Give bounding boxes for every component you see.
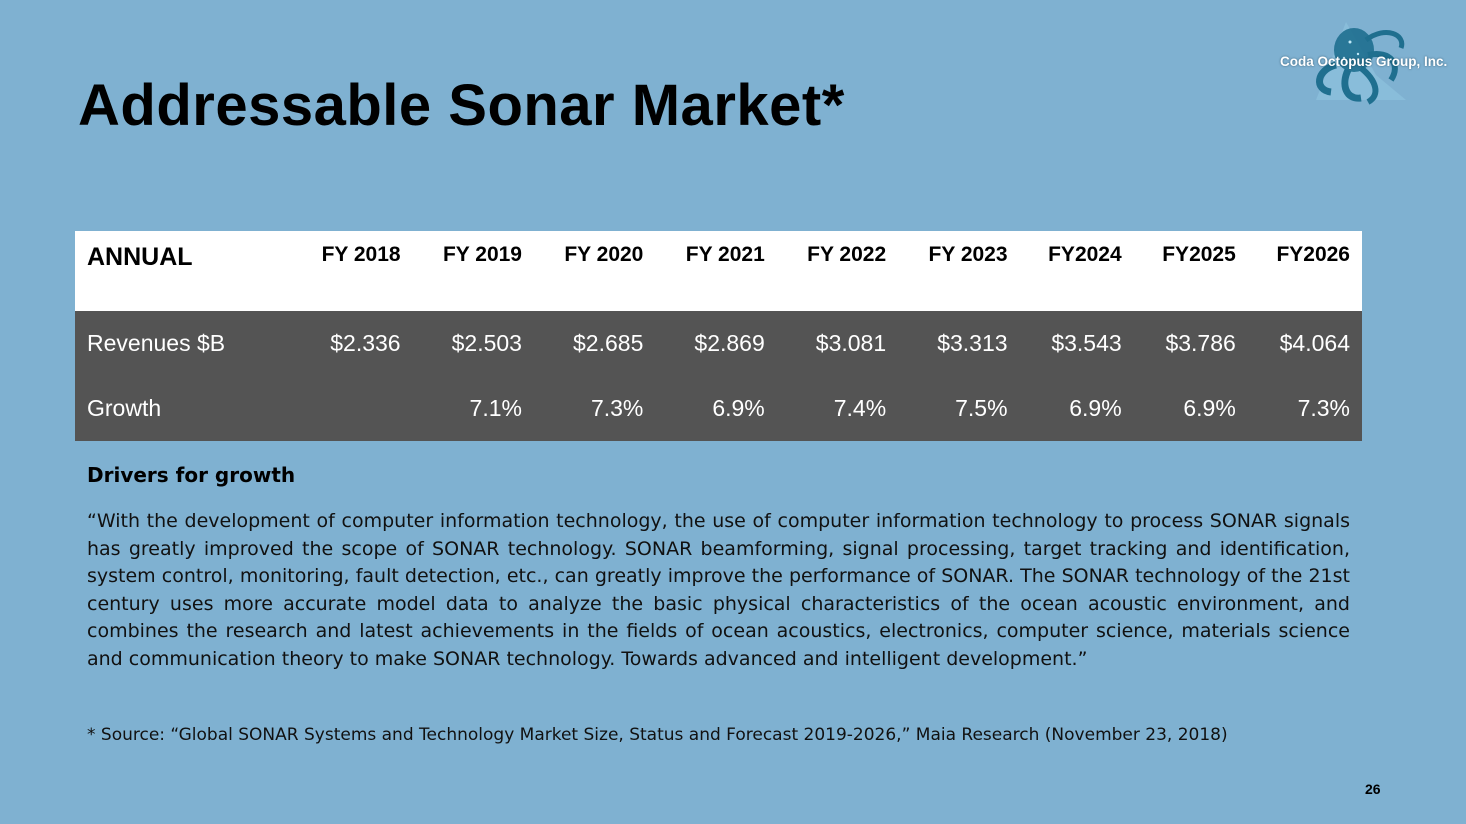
- table-row-revenues: Revenues $B $2.336 $2.503 $2.685 $2.869 …: [75, 311, 1362, 376]
- company-name: Coda Octopus Group, Inc.: [1280, 54, 1448, 69]
- market-table: ANNUAL FY 2018 FY 2019 FY 2020 FY 2021 F…: [75, 231, 1362, 441]
- table-cell: $3.081: [815, 330, 887, 356]
- company-logo: Coda Octopus Group, Inc.: [1276, 20, 1456, 105]
- column-header: FY2026: [1276, 243, 1350, 266]
- column-header: FY 2018: [321, 243, 401, 266]
- column-header: FY 2021: [685, 243, 765, 266]
- table-cell: 7.4%: [833, 395, 887, 421]
- row-label: Revenues $B: [87, 330, 226, 356]
- drivers-quote: “With the development of computer inform…: [87, 510, 1350, 670]
- table-cell: 6.9%: [712, 395, 765, 421]
- table-cell: $3.313: [937, 330, 1008, 356]
- table-cell: $3.786: [1165, 330, 1236, 356]
- table-cell: $2.336: [330, 330, 401, 356]
- table-cell: 7.3%: [590, 395, 644, 421]
- table-cell: $2.503: [451, 330, 522, 356]
- table-cell: $2.869: [694, 330, 765, 356]
- octopus-icon: [1316, 22, 1406, 105]
- column-header: FY 2022: [807, 243, 887, 266]
- drivers-heading: Drivers for growth: [87, 463, 296, 487]
- table-cell: $3.543: [1051, 330, 1122, 356]
- row-header: ANNUAL: [87, 243, 193, 271]
- table-cell: 7.3%: [1297, 395, 1350, 421]
- column-header: FY2025: [1162, 243, 1236, 266]
- table-cell: 7.5%: [955, 395, 1008, 421]
- column-header: FY 2023: [928, 243, 1008, 266]
- column-header: FY2024: [1048, 243, 1122, 266]
- table-cell: 6.9%: [1183, 395, 1236, 421]
- table-row-growth: Growth 7.1% 7.3% 6.9% 7.4% 7.5% 6.9% 6.9…: [75, 376, 1362, 441]
- table-cell: 7.1%: [469, 395, 522, 421]
- slide-title: Addressable Sonar Market*: [78, 73, 845, 138]
- source-footnote: * Source: “Global SONAR Systems and Tech…: [87, 725, 1228, 745]
- page-number: 26: [1365, 781, 1381, 797]
- table-cell: 6.9%: [1069, 395, 1122, 421]
- column-header: FY 2020: [564, 243, 644, 266]
- column-header: FY 2019: [442, 243, 522, 266]
- table-header-row: ANNUAL FY 2018 FY 2019 FY 2020 FY 2021 F…: [75, 231, 1362, 311]
- row-label: Growth: [87, 395, 162, 421]
- table-cell: [291, 376, 412, 441]
- table-cell: $2.685: [573, 330, 644, 356]
- table-cell: $4.064: [1279, 330, 1350, 356]
